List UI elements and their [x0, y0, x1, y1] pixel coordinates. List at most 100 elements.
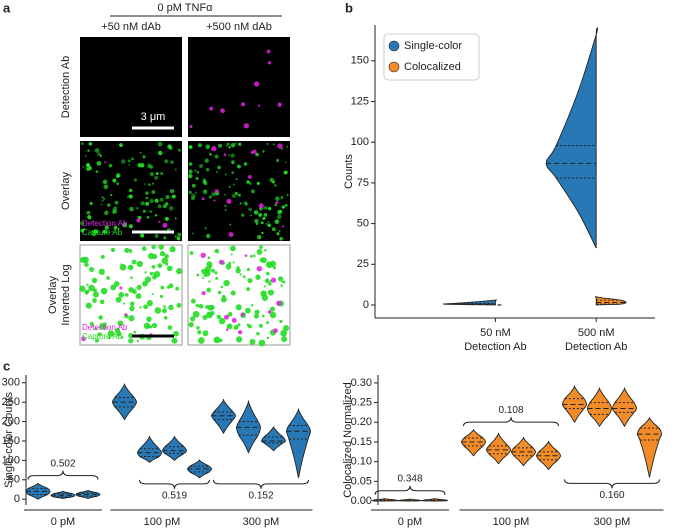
spot [202, 314, 208, 321]
spot [187, 173, 193, 179]
spot [216, 314, 221, 319]
spot [266, 321, 270, 325]
spot [258, 203, 264, 209]
spot [278, 209, 283, 214]
spot [112, 178, 117, 183]
spot [174, 235, 178, 238]
spot [128, 188, 133, 193]
y-tick-label: 25 [357, 258, 369, 270]
spot [119, 286, 123, 290]
spot [163, 305, 166, 308]
row-label: Overlay [60, 172, 72, 210]
spot [227, 311, 233, 317]
spot [211, 268, 215, 273]
spot [136, 284, 142, 291]
spot [250, 304, 254, 307]
spot [280, 329, 287, 337]
spot [145, 196, 149, 200]
spot [211, 192, 216, 197]
y-tick-label: 100 [2, 454, 20, 466]
spot [169, 246, 176, 253]
spot [248, 324, 252, 329]
spot [144, 183, 146, 185]
spot [281, 205, 286, 209]
spot [135, 293, 142, 299]
spot [264, 278, 270, 284]
spot [232, 261, 235, 264]
spot [255, 274, 261, 280]
spot [204, 158, 209, 163]
spot [250, 189, 255, 194]
spot [273, 266, 277, 270]
spot [224, 173, 228, 176]
spot [209, 153, 212, 156]
spot [232, 183, 235, 186]
spot [209, 106, 214, 111]
spot [263, 206, 268, 210]
spot [91, 230, 94, 233]
spot [94, 148, 100, 153]
spot [235, 178, 238, 181]
spot [169, 188, 175, 194]
spot [266, 142, 269, 145]
x-tick-label: 500 nM [578, 327, 615, 339]
spot [162, 222, 168, 228]
spot [87, 215, 92, 220]
legend-marker [388, 61, 400, 73]
spot [215, 276, 219, 280]
spot [202, 179, 207, 184]
y-tick-label: 150 [351, 55, 369, 67]
spot [189, 125, 193, 129]
spot [148, 252, 155, 260]
violin-body [261, 426, 286, 452]
spot [246, 267, 251, 272]
spot [286, 145, 289, 148]
spot [146, 300, 154, 307]
spot [91, 277, 98, 284]
brace [139, 479, 210, 489]
spot [136, 206, 139, 210]
spot [201, 290, 206, 296]
violin-body [587, 387, 612, 427]
spot [252, 254, 256, 258]
spot [267, 61, 272, 65]
y-tick-label: 100 [351, 136, 369, 148]
spot [190, 298, 196, 304]
spot [133, 330, 137, 334]
spot [250, 214, 253, 217]
spot [261, 314, 265, 318]
panel-label: b [345, 0, 353, 15]
spot [228, 232, 234, 238]
spot [155, 172, 159, 175]
spot [191, 196, 195, 201]
y-tick-label: 300 [2, 377, 20, 389]
row-label: Overlay [47, 276, 59, 314]
spot [266, 271, 270, 276]
spot [102, 229, 107, 234]
y-tick-label: 0.20 [351, 416, 372, 428]
annotation: 0.160 [599, 490, 624, 501]
spot [101, 199, 104, 202]
spot [92, 298, 97, 303]
spot [286, 193, 289, 196]
spot [231, 317, 237, 323]
spot [273, 184, 277, 187]
spot [271, 227, 276, 232]
spot [99, 322, 106, 330]
spot [206, 233, 211, 239]
spot [146, 316, 152, 322]
spot [81, 336, 86, 342]
spot [204, 189, 207, 192]
spot [129, 301, 135, 307]
spot [281, 336, 288, 343]
spot [191, 183, 196, 188]
spot [228, 185, 231, 188]
spot [107, 330, 115, 337]
brace [564, 479, 660, 489]
spot [223, 279, 230, 287]
spot [209, 304, 215, 310]
spot [232, 194, 236, 198]
spot [257, 235, 262, 240]
spot [200, 252, 206, 259]
y-tick-label: 0.05 [351, 475, 372, 487]
